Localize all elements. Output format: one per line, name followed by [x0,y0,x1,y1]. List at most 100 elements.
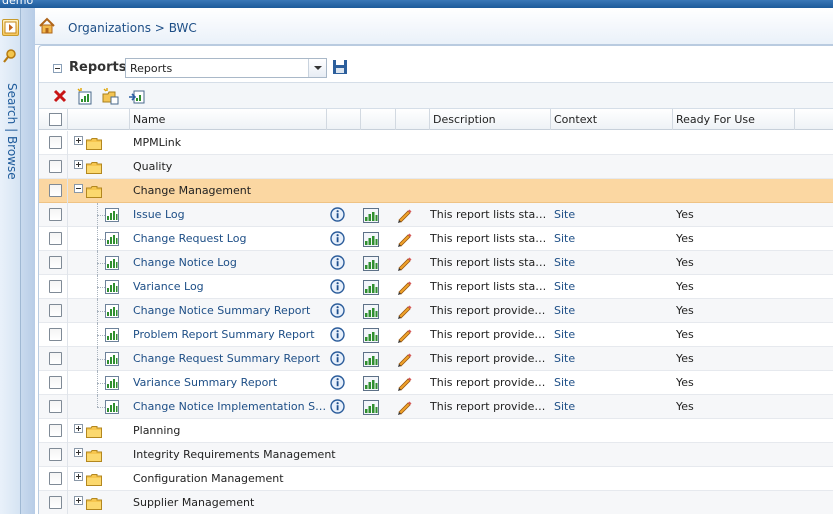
expand-icon[interactable] [74,136,83,145]
folder-name[interactable]: Configuration Management [133,472,284,485]
folder-row[interactable]: MPMLink [39,131,833,155]
row-checkbox[interactable] [49,256,62,269]
row-checkbox[interactable] [49,496,62,509]
folder-name[interactable]: Change Management [133,184,252,197]
report-row[interactable]: Change Request Summary Report This report… [39,347,833,371]
chart-icon[interactable] [363,352,379,367]
info-icon[interactable] [330,375,345,390]
folder-name[interactable]: Integrity Requirements Management [133,448,336,461]
report-context-link[interactable]: Site [554,352,576,365]
folder-row[interactable]: Change Management [39,179,833,203]
info-icon[interactable] [330,231,345,246]
report-context-link[interactable]: Site [554,256,576,269]
report-context-link[interactable]: Site [554,232,576,245]
search-browse-tabs[interactable]: Search | Browse [1,83,19,180]
pencil-icon[interactable] [396,303,412,319]
info-icon[interactable] [330,399,345,414]
column-header-description[interactable]: Description [430,109,551,130]
report-row[interactable]: Change Notice Log This report lists state… [39,251,833,275]
report-row[interactable]: Problem Report Summary Report This report… [39,323,833,347]
report-row[interactable]: Issue Log This report lists state ... Site… [39,203,833,227]
info-icon[interactable] [330,303,345,318]
row-checkbox[interactable] [49,448,62,461]
row-checkbox[interactable] [49,304,62,317]
expand-icon[interactable] [74,472,83,481]
folder-row[interactable]: Configuration Management [39,467,833,491]
column-header-context[interactable]: Context [551,109,673,130]
row-checkbox[interactable] [49,136,62,149]
chart-icon[interactable] [363,400,379,415]
row-checkbox[interactable] [49,400,62,413]
breadcrumb-organizations[interactable]: Organizations [68,21,151,35]
pencil-icon[interactable] [396,327,412,343]
delete-icon[interactable] [52,88,70,106]
pencil-icon[interactable] [396,231,412,247]
report-name-link[interactable]: Issue Log [133,208,185,221]
breadcrumb-current[interactable]: BWC [168,21,197,35]
report-row[interactable]: Change Notice Implementation Sta... This … [39,395,833,419]
report-context-link[interactable]: Site [554,376,576,389]
folder-name[interactable]: Supplier Management [133,496,255,509]
chart-icon[interactable] [363,256,379,271]
chart-icon[interactable] [363,376,379,391]
search-tab[interactable]: Search [5,83,19,125]
report-name-link[interactable]: Variance Summary Report [133,376,278,389]
report-context-link[interactable]: Site [554,208,576,221]
report-context-link[interactable]: Site [554,328,576,341]
chart-icon[interactable] [363,328,379,343]
browse-tab[interactable]: Browse [5,135,19,180]
report-row[interactable]: Change Notice Summary Report This report … [39,299,833,323]
row-checkbox[interactable] [49,208,62,221]
save-icon[interactable] [332,59,348,75]
column-header-edit[interactable] [396,109,430,130]
select-all-checkbox[interactable] [49,113,62,126]
view-select[interactable]: Reports [125,58,327,78]
info-icon[interactable] [330,255,345,270]
report-row[interactable]: Variance Summary Report This report provi… [39,371,833,395]
folder-row[interactable]: Quality [39,155,833,179]
folder-name[interactable]: MPMLink [133,136,182,149]
folder-row[interactable]: Supplier Management [39,491,833,514]
collapse-icon[interactable] [74,184,83,193]
report-name-link[interactable]: Variance Log [133,280,204,293]
column-header-name[interactable]: Name [130,109,327,130]
pencil-icon[interactable] [396,399,412,415]
search-icon[interactable] [2,48,19,65]
report-name-link[interactable]: Problem Report Summary Report [133,328,315,341]
row-checkbox[interactable] [49,376,62,389]
chevron-down-icon[interactable] [308,59,326,77]
pencil-icon[interactable] [396,207,412,223]
pencil-icon[interactable] [396,375,412,391]
new-folder-icon[interactable] [102,88,120,106]
report-name-link[interactable]: Change Notice Implementation Sta... [133,400,327,413]
report-context-link[interactable]: Site [554,280,576,293]
report-name-link[interactable]: Change Request Summary Report [133,352,320,365]
report-name-link[interactable]: Change Notice Summary Report [133,304,311,317]
row-checkbox[interactable] [49,424,62,437]
info-icon[interactable] [330,327,345,342]
column-header-ready[interactable]: Ready For Use [673,109,795,130]
new-report-icon[interactable] [76,88,94,106]
expand-icon[interactable] [74,496,83,505]
info-icon[interactable] [330,207,345,222]
home-icon[interactable] [38,17,56,35]
folder-name[interactable]: Planning [133,424,181,437]
report-name-link[interactable]: Change Request Log [133,232,247,245]
report-context-link[interactable]: Site [554,400,576,413]
row-checkbox[interactable] [49,352,62,365]
chart-icon[interactable] [363,208,379,223]
row-checkbox[interactable] [49,472,62,485]
row-checkbox[interactable] [49,328,62,341]
pencil-icon[interactable] [396,351,412,367]
expand-icon[interactable] [74,424,83,433]
info-icon[interactable] [330,351,345,366]
row-checkbox[interactable] [49,280,62,293]
expand-icon[interactable] [74,160,83,169]
chart-icon[interactable] [363,280,379,295]
folder-row[interactable]: Integrity Requirements Management [39,443,833,467]
pencil-icon[interactable] [396,279,412,295]
move-icon[interactable] [128,88,146,106]
expand-icon[interactable] [74,448,83,457]
info-icon[interactable] [330,279,345,294]
column-header-view[interactable] [361,109,396,130]
